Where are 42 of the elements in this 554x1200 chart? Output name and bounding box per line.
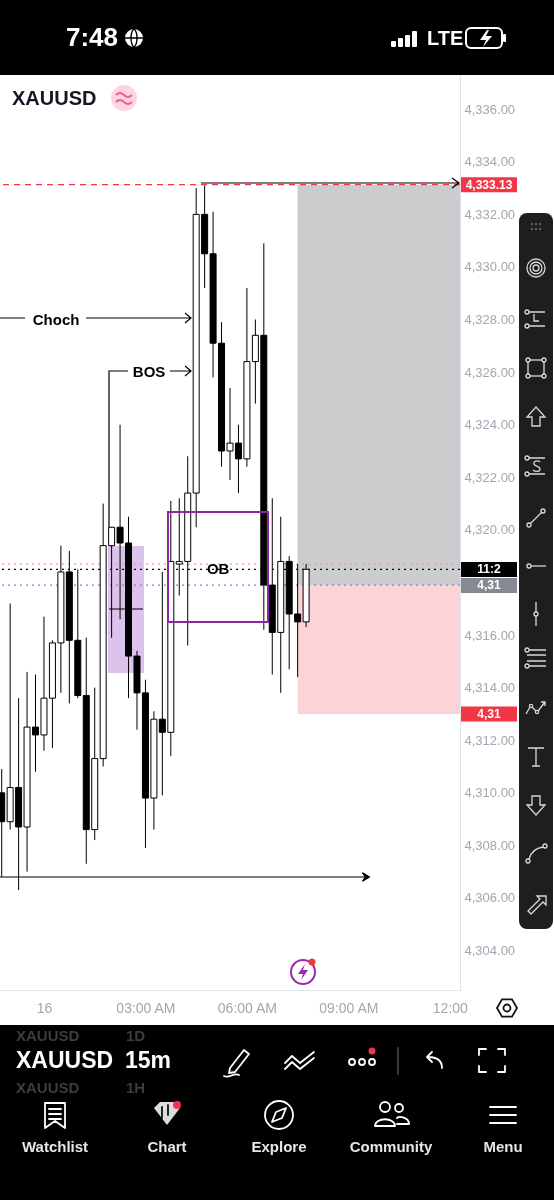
x-tick-label: 06:00 AM bbox=[217, 999, 277, 1016]
text: Chart bbox=[147, 1138, 187, 1155]
text: 11:2 bbox=[461, 562, 517, 577]
text: Watchlist bbox=[21, 1138, 89, 1155]
y-tick-label: 4,332.00 bbox=[464, 206, 516, 222]
y-tick-label: 4,328.00 bbox=[464, 312, 516, 328]
text: Explore bbox=[251, 1138, 307, 1155]
y-tick-label: 4,324.00 bbox=[464, 417, 516, 433]
y-tick-label: 4,336.00 bbox=[464, 101, 516, 117]
band-label: 4,31 bbox=[461, 578, 517, 593]
y-tick-label: 4,312.00 bbox=[464, 732, 516, 748]
y-tick-label: 4,330.00 bbox=[464, 259, 516, 275]
ref-line-label: 4,333.13 bbox=[465, 177, 513, 192]
text: XAUUSD bbox=[16, 1079, 80, 1096]
y-tick-label: 4,314.00 bbox=[464, 680, 516, 696]
annotation: OB bbox=[206, 560, 230, 578]
x-tick-label: 16 bbox=[36, 999, 53, 1016]
y-tick-label: 4,308.00 bbox=[464, 837, 516, 853]
text: Menu bbox=[483, 1138, 523, 1155]
text: 1H bbox=[126, 1079, 146, 1096]
annotation: BOS bbox=[132, 363, 166, 381]
text: XAUUSD bbox=[16, 1027, 80, 1044]
y-tick-label: 4,334.00 bbox=[464, 154, 516, 170]
y-tick-label: 4,326.00 bbox=[464, 364, 516, 380]
text: XAUUSD bbox=[12, 87, 97, 109]
text: 4,31 bbox=[477, 706, 501, 721]
y-tick-label: 4,322.00 bbox=[464, 469, 516, 485]
y-tick-label: 4,304.00 bbox=[464, 943, 516, 959]
text: Community bbox=[349, 1138, 433, 1155]
x-tick-label: 03:00 AM bbox=[116, 999, 176, 1016]
text: 7:48 bbox=[66, 22, 119, 52]
text: LTE bbox=[427, 27, 464, 49]
x-tick-label: 09:00 AM bbox=[319, 999, 379, 1016]
annotation: Choch bbox=[32, 310, 80, 328]
y-tick-label: 4,320.00 bbox=[464, 522, 516, 538]
y-tick-label: 4,310.00 bbox=[464, 785, 516, 801]
text: 1D bbox=[126, 1027, 146, 1044]
y-tick-label: 4,306.00 bbox=[464, 890, 516, 906]
y-tick-label: 4,316.00 bbox=[464, 627, 516, 643]
text: 15m bbox=[125, 1047, 172, 1073]
x-tick-label: 12:00 bbox=[432, 999, 469, 1016]
text: XAUUSD bbox=[16, 1047, 114, 1073]
